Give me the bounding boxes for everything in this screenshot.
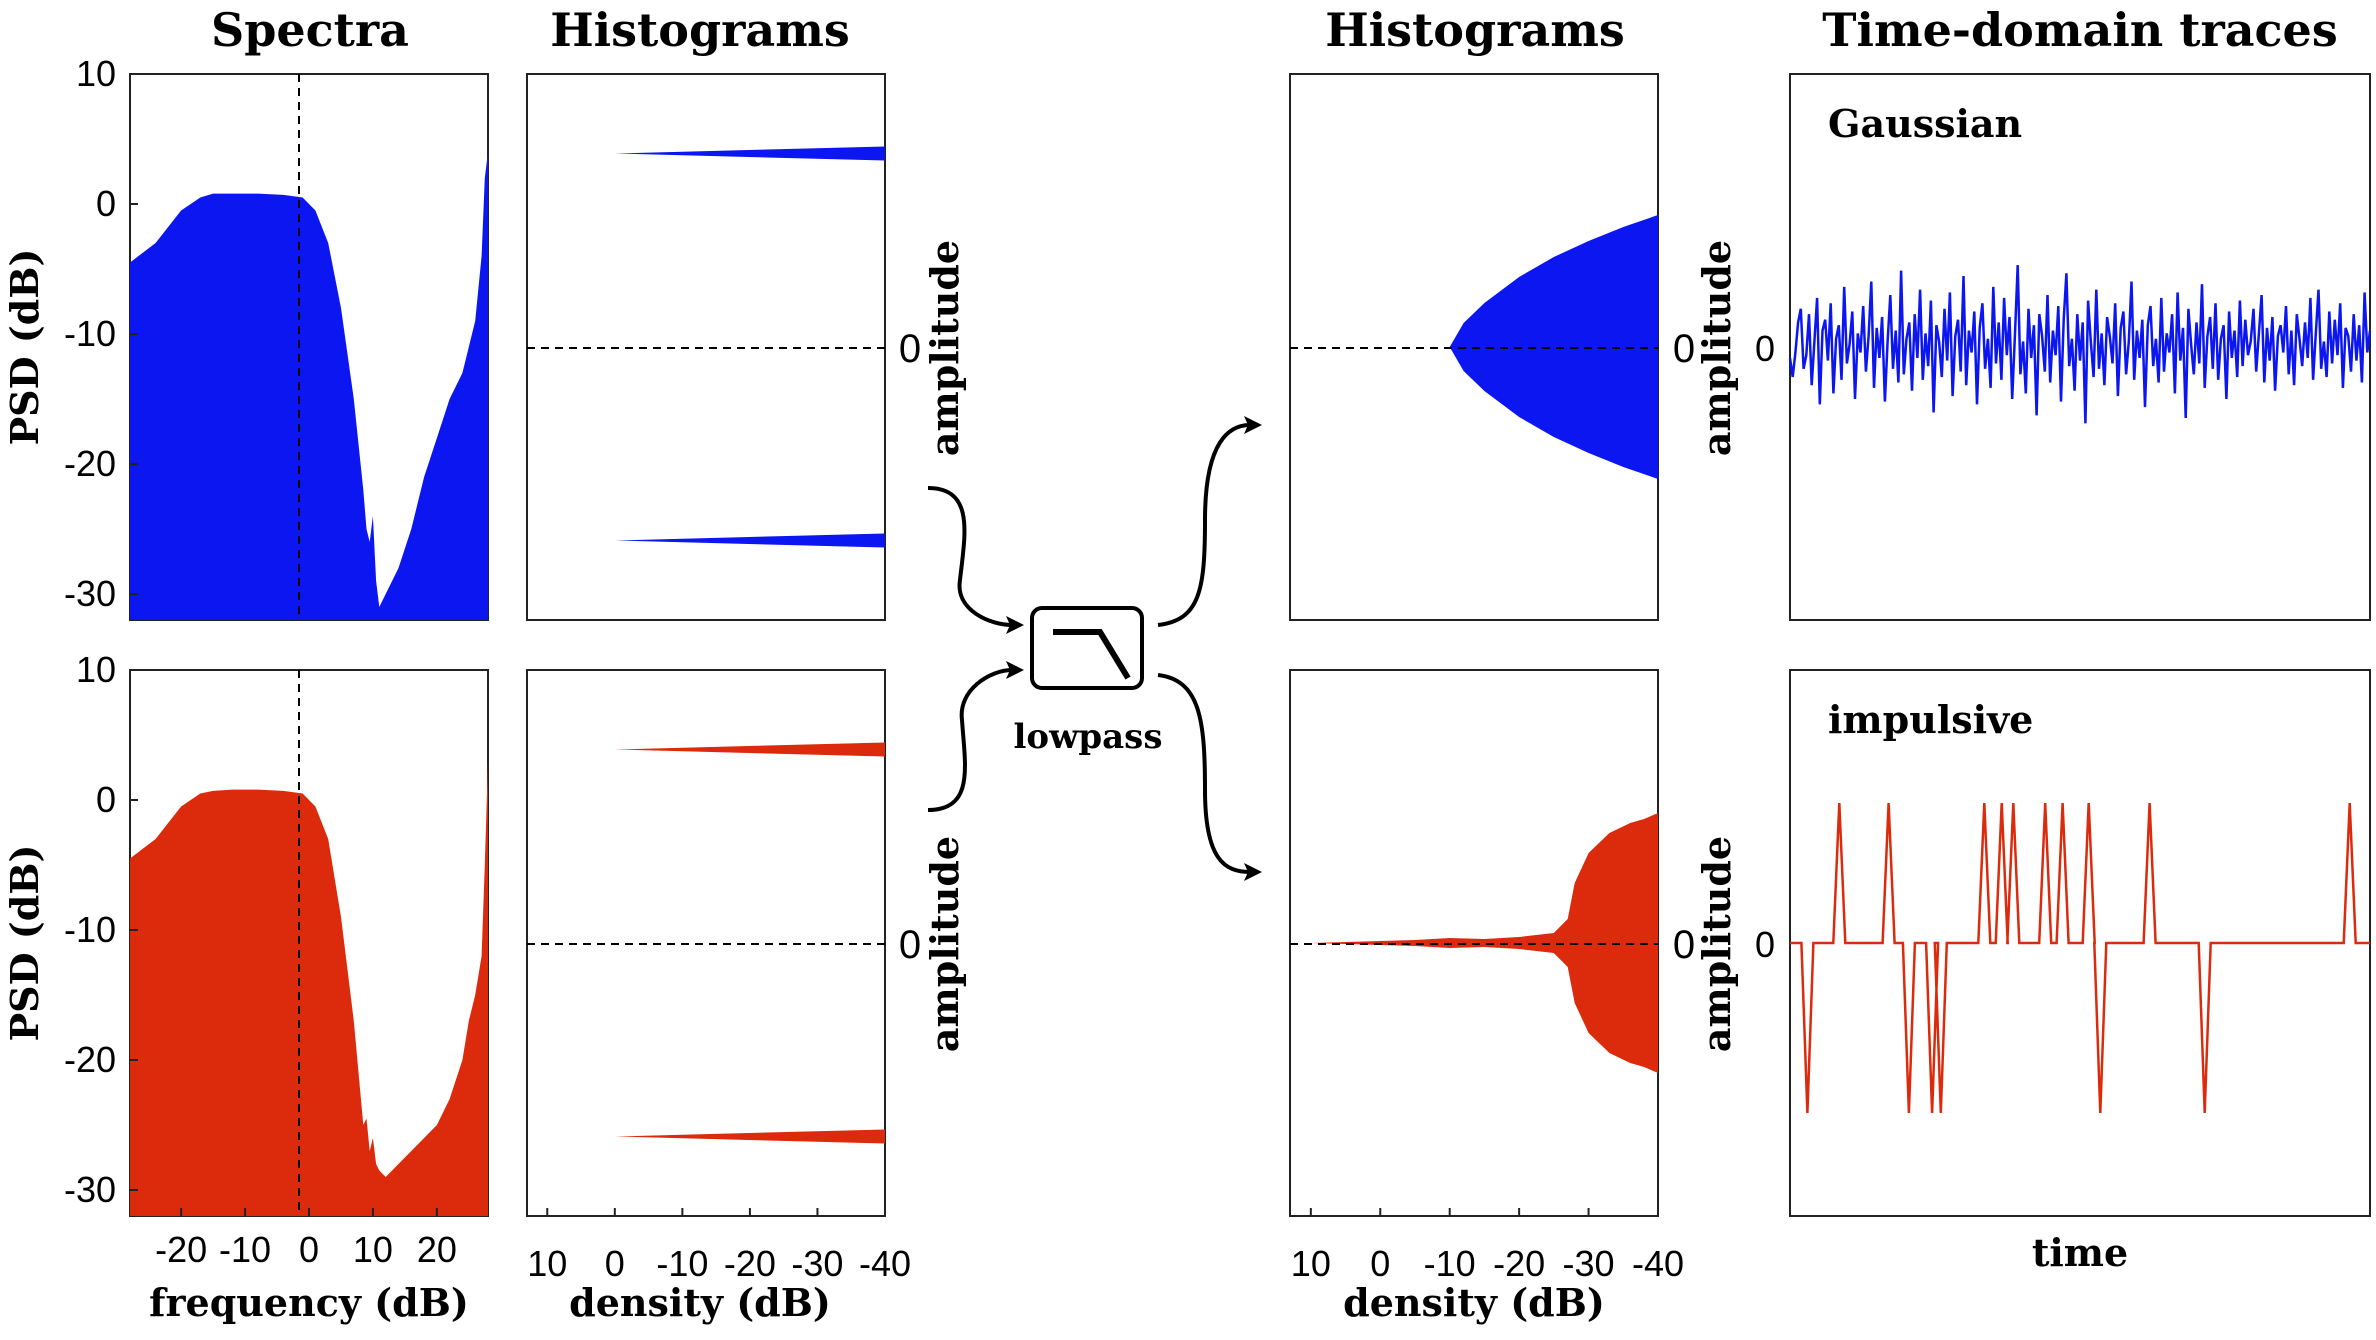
psd-tick-label: -30 <box>64 1169 116 1210</box>
lowpass-filter-icon <box>1030 606 1144 690</box>
density-tick-label: -30 <box>791 1243 843 1284</box>
histogram-impulsive-output-fill <box>1310 813 1658 1073</box>
arrow-input-top-to-filter <box>927 486 1013 627</box>
psd-tick-label: -30 <box>64 573 116 614</box>
frequency-tick-label: 0 <box>299 1229 319 1270</box>
time-label: time <box>2032 1230 2128 1275</box>
density-tick-label: 10 <box>527 1243 567 1284</box>
amplitude-label-left-bottom: amplitude <box>922 836 967 1052</box>
zero-label-trace-bottom: 0 <box>1755 924 1775 965</box>
arrow-head-gaussian <box>1244 416 1262 434</box>
arrow-filter-to-gaussian <box>1157 423 1251 627</box>
spectrum-gaussian-yticks: 10 0 -10 -20 -30 <box>64 53 138 614</box>
density-tick-label: -40 <box>1632 1243 1684 1284</box>
frequency-label: frequency (dB) <box>149 1280 469 1325</box>
psd-tick-label: 10 <box>76 649 116 690</box>
amplitude-label-right-top: amplitude <box>1694 240 1739 456</box>
density-tick-label: -10 <box>656 1243 708 1284</box>
psd-tick-label: 0 <box>96 779 116 820</box>
arrow-head-input-bottom <box>1006 661 1024 679</box>
psd-tick-label: 0 <box>96 183 116 224</box>
spectrum-impulsive-yticks: 10 0 -10 -20 -30 <box>64 649 138 1210</box>
spectrum-impulsive-area <box>130 761 488 1216</box>
density-ticks-right: 10 0 -10 -20 -30 -40 <box>1291 1208 1684 1284</box>
trace-gaussian-frame <box>1789 73 2371 621</box>
spectrum-gaussian-fill <box>130 152 488 620</box>
histogram-gaussian-output-area <box>1449 215 1658 479</box>
arrow-filter-to-impulsive <box>1157 673 1251 874</box>
spectrum-gaussian-area <box>130 152 488 620</box>
density-tick-label: -40 <box>859 1243 911 1284</box>
histogram-gaussian-output-fill <box>1449 215 1658 479</box>
trace-impulsive-panel: impulsive <box>1789 669 2371 1217</box>
header-histograms-right: Histograms <box>1325 3 1625 57</box>
density-tick-label: -10 <box>1424 1243 1476 1284</box>
histogram-input-top-panel <box>526 73 886 621</box>
psd-label-bottom: PSD (dB) <box>2 845 47 1042</box>
psd-tick-label: -10 <box>64 909 116 950</box>
arrow-head-impulsive <box>1244 863 1262 881</box>
histogram-input-top-bars <box>614 146 885 548</box>
histogram-input-level <box>614 146 885 161</box>
density-tick-label: -20 <box>724 1243 776 1284</box>
gaussian-label: Gaussian <box>1828 101 2022 146</box>
zero-label-hist-right-bottom: 0 <box>1673 923 1695 967</box>
frequency-ticks: -20 -10 0 10 20 <box>155 1208 457 1270</box>
histogram-input-bottom-bars <box>614 742 885 1144</box>
filter-box <box>1030 606 1144 690</box>
density-label-left: density (dB) <box>569 1280 831 1325</box>
density-label-right: density (dB) <box>1343 1280 1605 1325</box>
histogram-gaussian-output-panel <box>1289 73 1659 621</box>
psd-tick-label: -20 <box>64 1039 116 1080</box>
density-tick-label: -30 <box>1563 1243 1615 1284</box>
zero-label-hist-left-top: 0 <box>899 327 921 371</box>
header-histograms-left: Histograms <box>550 3 850 57</box>
frequency-tick-label: -10 <box>219 1229 271 1270</box>
zero-label-hist-left-bottom: 0 <box>899 923 921 967</box>
histogram-input-level <box>614 742 885 757</box>
density-tick-label: 10 <box>1291 1243 1331 1284</box>
amplitude-label-right-bottom: amplitude <box>1694 836 1739 1052</box>
frequency-tick-label: 10 <box>353 1229 393 1270</box>
trace-gaussian-line <box>1788 265 2372 424</box>
zero-label-trace-top: 0 <box>1755 328 1775 369</box>
arrow-input-bottom-to-filter <box>927 668 1013 812</box>
header-time-domain: Time-domain traces <box>1822 3 2337 57</box>
density-tick-label: -20 <box>1493 1243 1545 1284</box>
psd-tick-label: -20 <box>64 443 116 484</box>
flow-arrows <box>927 416 1262 881</box>
histogram-input-bottom-panel: 10 0 -10 -20 -30 -40 <box>526 669 911 1284</box>
frequency-tick-label: -20 <box>155 1229 207 1270</box>
arrow-head-input-top <box>1006 616 1024 634</box>
amplitude-label-left-top: amplitude <box>922 240 967 456</box>
histogram-impulsive-output-area <box>1310 813 1658 1073</box>
histogram-input-level <box>614 533 885 548</box>
impulsive-label: impulsive <box>1828 697 2033 742</box>
density-tick-label: 0 <box>1370 1243 1390 1284</box>
trace-impulsive-line <box>1790 802 2370 1114</box>
lowpass-label: lowpass <box>1014 717 1163 757</box>
density-tick-label: 0 <box>605 1243 625 1284</box>
density-ticks-left: 10 0 -10 -20 -30 -40 <box>527 1208 911 1284</box>
psd-tick-label: -10 <box>64 313 116 354</box>
spectrum-gaussian-panel: 10 0 -10 -20 -30 <box>64 53 489 621</box>
zero-label-hist-right-top: 0 <box>1673 327 1695 371</box>
spectrum-impulsive-fill <box>130 761 488 1216</box>
psd-label-top: PSD (dB) <box>2 249 47 446</box>
trace-gaussian-panel: Gaussian <box>1788 73 2372 621</box>
histogram-impulsive-output-panel: 10 0 -10 -20 -30 -40 <box>1289 669 1684 1284</box>
spectrum-impulsive-panel: 10 0 -10 -20 -30 -20 -10 0 10 20 <box>64 649 489 1270</box>
header-spectra: Spectra <box>211 3 409 57</box>
frequency-tick-label: 20 <box>417 1229 457 1270</box>
filter-response-glyph <box>1053 629 1131 680</box>
psd-tick-label: 10 <box>76 53 116 94</box>
histogram-input-level <box>614 1129 885 1144</box>
